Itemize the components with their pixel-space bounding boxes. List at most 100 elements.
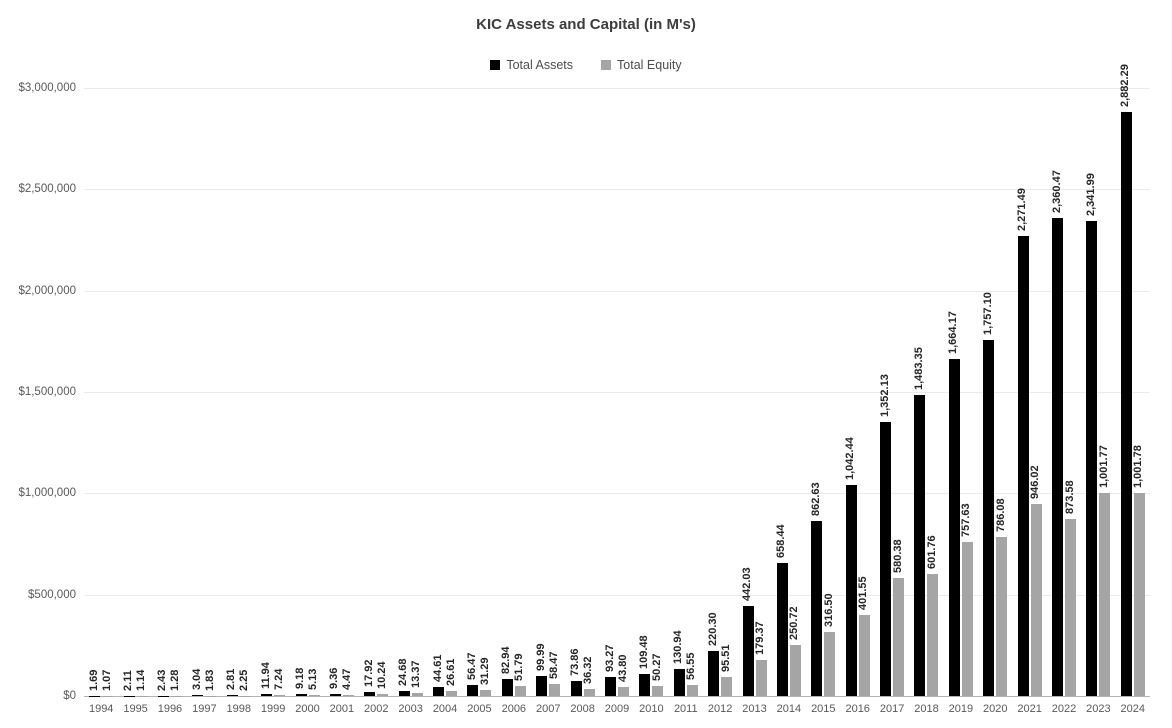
y-axis-tick-label: $1,000,000	[18, 487, 76, 500]
x-axis-tick-label: 2004	[432, 703, 458, 715]
gridline	[84, 290, 1150, 292]
bar-total-assets-2006	[501, 679, 513, 696]
bar-total-equity-2020	[996, 536, 1008, 696]
bar-total-assets-2008	[570, 681, 582, 696]
bar-total-equity-2014	[789, 645, 801, 696]
bar-total-equity-2001	[342, 695, 354, 696]
bar-total-assets-2014	[776, 562, 788, 696]
bar-total-assets-1999	[261, 693, 273, 696]
bar-total-equity-2004	[446, 690, 458, 696]
bar-total-assets-2013	[742, 606, 754, 696]
x-axis-tick-label: 1997	[192, 703, 217, 715]
gridline	[84, 493, 1150, 495]
bar-total-equity-2024	[1133, 492, 1145, 696]
x-axis-tick-label: 1996	[157, 703, 183, 715]
bar-total-equity-2023	[1099, 492, 1111, 696]
bar-total-assets-2015	[811, 521, 823, 696]
legend-item-total-equity: Total Equity	[601, 58, 682, 72]
bar-total-equity-2006	[514, 685, 526, 696]
x-axis-tick-label: 2002	[364, 703, 389, 715]
x-axis-tick-label: 2001	[329, 703, 355, 715]
bar-total-assets-2017	[880, 421, 892, 696]
bar-total-assets-2009	[605, 677, 616, 696]
bar-total-equity-2011	[686, 684, 698, 696]
bar-total-equity-2017	[893, 578, 905, 696]
x-axis-tick-label: 2012	[707, 703, 733, 715]
x-axis-tick-label: 1999	[260, 703, 286, 715]
x-axis-tick-label: 2020	[983, 703, 1008, 715]
legend-label-total-equity: Total Equity	[617, 58, 682, 72]
x-axis-tick-label: 2005	[467, 703, 492, 715]
bar-total-equity-2021	[1030, 504, 1042, 696]
bar-total-assets-2002	[364, 692, 376, 696]
bar-total-assets-2019	[948, 358, 960, 696]
bar-total-equity-1999	[274, 694, 286, 696]
bar-total-assets-2004	[433, 686, 445, 696]
x-axis-tick-label: 2009	[604, 703, 630, 715]
bar-total-assets-2016	[845, 484, 857, 696]
gridline	[84, 392, 1150, 393]
x-axis-tick-label: 2007	[535, 703, 561, 715]
x-axis-tick-label: 2019	[948, 703, 974, 715]
bar-total-assets-2011	[673, 669, 685, 696]
bar-total-assets-2007	[536, 675, 548, 696]
gridline	[84, 594, 1150, 596]
legend-label-total-assets: Total Assets	[506, 58, 574, 72]
x-axis-tick-label: 2018	[914, 703, 939, 715]
y-axis-tick-label: $3,000,000	[18, 82, 76, 94]
x-axis-tick-label: 2011	[673, 703, 698, 715]
bar-total-equity-2012	[721, 676, 733, 696]
x-axis-tick-label: 2022	[1051, 703, 1077, 715]
bar-total-assets-2010	[639, 673, 651, 696]
bar-total-assets-2023	[1086, 221, 1098, 696]
bar-total-equity-2022	[1065, 518, 1077, 696]
x-axis-tick-label: 2008	[570, 703, 595, 715]
x-axis: 1994 1995 1996 1997 1998 1999 2000 2001 2002 2003…	[84, 703, 1150, 719]
bar-total-assets-2024	[1120, 111, 1132, 696]
bar-total-equity-2019	[961, 542, 973, 696]
x-axis-tick-label: 1995	[123, 703, 148, 715]
plot-area: 1.69 1.07 2.11 1.14 2.43 1.28 3.04 1.83 2.81 2.25…	[84, 64, 1150, 697]
x-axis-tick-label: 2023	[1086, 703, 1111, 715]
x-axis-tick-label: 2017	[879, 703, 905, 715]
x-axis-tick-label: 2006	[501, 703, 527, 715]
x-axis-tick-label: 2003	[398, 703, 423, 715]
bar-total-equity-2008	[583, 688, 595, 696]
chart-title: KIC Assets and Capital (in M's)	[476, 16, 696, 33]
legend-swatch-total-equity	[601, 60, 612, 70]
x-axis-line	[84, 696, 1150, 697]
bar-total-assets-2001	[329, 694, 341, 696]
bar-total-equity-2005	[480, 689, 492, 696]
legend-swatch-total-assets	[490, 60, 501, 70]
bar-total-assets-2000	[295, 694, 307, 696]
x-axis-tick-label: 2014	[776, 703, 802, 715]
bar-total-assets-2005	[467, 684, 479, 696]
x-axis-tick-label: 2010	[639, 703, 664, 715]
bar-total-equity-2010	[652, 685, 664, 696]
x-axis-tick-label: 2016	[845, 703, 870, 715]
bar-total-equity-2013	[755, 659, 767, 696]
x-axis-tick-label: 2024	[1120, 703, 1146, 715]
bar-total-equity-2016	[858, 614, 870, 696]
legend-item-total-assets: Total Assets	[490, 58, 573, 72]
bar-total-equity-2018	[927, 574, 939, 696]
x-axis-tick-label: 2000	[295, 703, 320, 715]
bar-total-equity-2015	[824, 631, 836, 696]
x-axis-tick-label: 2015	[811, 703, 836, 715]
y-axis-tick-label: $1,500,000	[18, 386, 76, 398]
bar-total-equity-2002	[377, 693, 389, 696]
bar-total-equity-2009	[618, 687, 629, 696]
x-axis-tick-label: 2013	[742, 703, 767, 715]
bar-total-assets-2018	[914, 395, 926, 696]
y-axis-tick-label: $500,000	[28, 588, 76, 601]
bar-total-assets-2020	[983, 339, 995, 696]
bar-total-equity-2000	[308, 694, 320, 696]
bar-total-equity-2003	[411, 693, 423, 696]
bar-total-assets-1998	[226, 695, 238, 696]
y-axis-tick-label: $0	[63, 690, 76, 702]
x-axis-tick-label: 1998	[226, 703, 251, 715]
bar-total-assets-2012	[708, 651, 720, 696]
x-axis-tick-label: 1994	[88, 703, 114, 715]
bar-total-assets-2022	[1052, 217, 1064, 696]
